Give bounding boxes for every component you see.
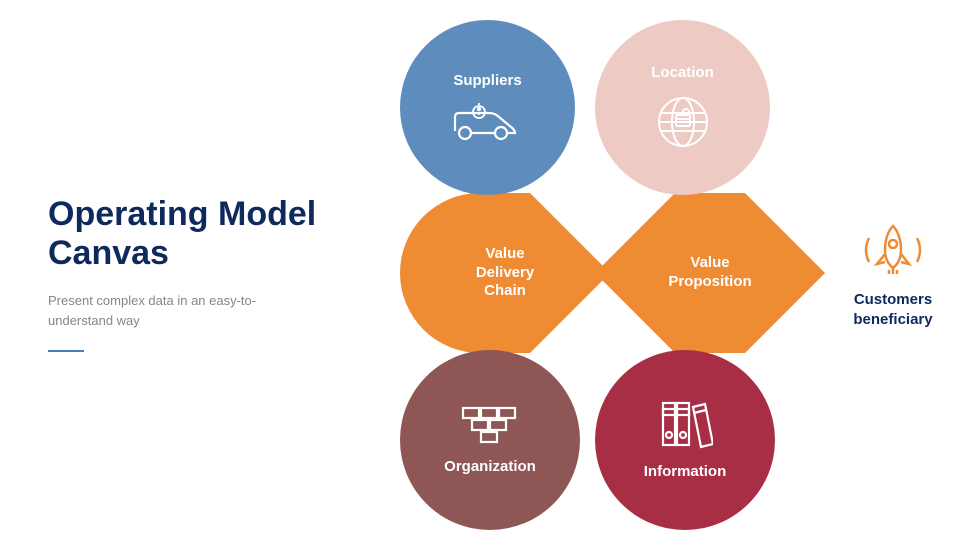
- value-delivery-chain-shape: ValueDeliveryChain: [400, 193, 610, 353]
- customers-label: Customers beneficiary: [838, 290, 948, 329]
- value-proposition-shape: ValueProposition: [595, 193, 825, 353]
- globe-icon: [654, 93, 712, 151]
- rocket-icon: [861, 220, 925, 280]
- organization-circle: Organization: [400, 350, 580, 530]
- suppliers-label: Suppliers: [453, 72, 521, 91]
- bricks-icon: [459, 404, 521, 444]
- customers-block: Customers beneficiary: [838, 220, 948, 329]
- value-delivery-chain-label: ValueDeliveryChain: [476, 245, 534, 301]
- page-title: Operating Model Canvas: [48, 195, 348, 273]
- information-circle: Information: [595, 350, 775, 530]
- information-label: Information: [644, 463, 727, 482]
- organization-label: Organization: [444, 458, 536, 477]
- van-icon: [449, 103, 527, 143]
- suppliers-circle: Suppliers: [400, 20, 575, 195]
- canvas-diagram: ValueDeliveryChain ValueProposition Supp…: [380, 10, 940, 540]
- binders-icon: [657, 399, 713, 449]
- title-underline: [48, 350, 84, 352]
- location-label: Location: [651, 64, 714, 83]
- page-subtitle: Present complex data in an easy-to-under…: [48, 291, 278, 330]
- location-circle: Location: [595, 20, 770, 195]
- value-proposition-label: ValueProposition: [668, 254, 751, 292]
